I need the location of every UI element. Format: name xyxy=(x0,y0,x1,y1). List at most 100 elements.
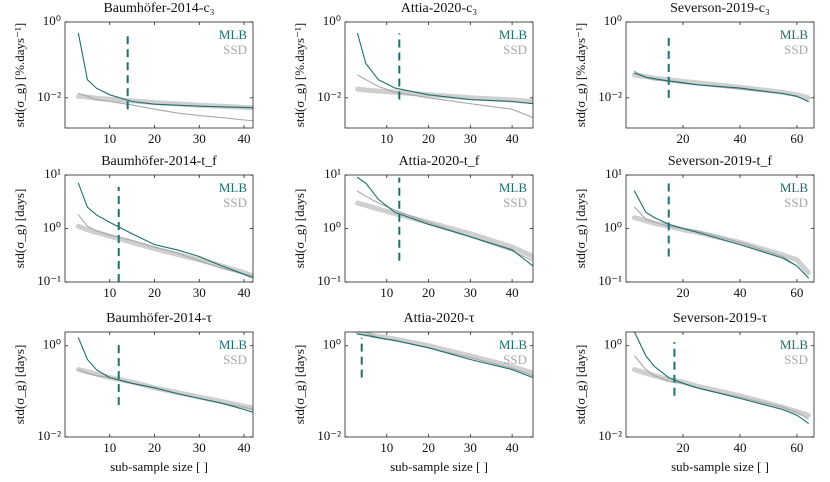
legend-entry: SSD xyxy=(503,352,527,367)
legend-entry: MLB xyxy=(499,27,528,42)
series-line xyxy=(356,190,533,262)
x-tick-label: 40 xyxy=(733,440,746,455)
fit-band xyxy=(355,86,533,104)
panel-title: Severson-2019-τ xyxy=(673,311,768,326)
plot-area xyxy=(75,182,253,282)
series-line xyxy=(633,72,809,103)
axes-box xyxy=(625,331,815,438)
x-tick-label: 30 xyxy=(193,440,206,455)
plot-area xyxy=(75,337,253,413)
legend-entry: SSD xyxy=(503,195,527,210)
fit-band xyxy=(632,215,811,276)
y-axis-label: std(σ_g) [days] xyxy=(292,345,307,425)
plot-area xyxy=(75,32,253,122)
panel-title: Severson-2019-t_f xyxy=(668,154,773,169)
x-tick-label: 40 xyxy=(506,440,519,455)
y-tick-label: 10⁰ xyxy=(604,13,622,28)
x-tick-label: 30 xyxy=(464,131,477,146)
legend-entry: MLB xyxy=(780,337,809,352)
x-tick-label: 60 xyxy=(790,440,803,455)
x-tick-label: 10 xyxy=(103,131,116,146)
x-axis-label: sub-sample size [ ] xyxy=(671,459,769,474)
y-axis-label: std(σ_g) [days] xyxy=(12,345,27,425)
series-line xyxy=(356,176,533,267)
y-tick-label: 10⁻¹ xyxy=(317,273,341,288)
plot-area xyxy=(632,332,811,424)
legend-entry: SSD xyxy=(223,195,247,210)
y-tick-label: 10⁰ xyxy=(323,13,341,28)
panel-title: Baumhöfer-2014-c₃ xyxy=(103,1,214,16)
x-tick-label: 20 xyxy=(148,131,161,146)
plot-area xyxy=(355,32,533,119)
x-tick-label: 40 xyxy=(733,131,746,146)
x-tick-label: 30 xyxy=(193,285,206,300)
y-tick-label: 10⁻¹ xyxy=(598,273,622,288)
panel-title: Attia-2020-c₃ xyxy=(401,1,478,16)
x-axis-label: sub-sample size [ ] xyxy=(110,459,208,474)
legend-entry: MLB xyxy=(219,337,248,352)
y-tick-label: 10⁻² xyxy=(598,89,622,104)
y-tick-label: 10⁻¹ xyxy=(37,273,61,288)
x-tick-label: 60 xyxy=(790,285,803,300)
x-tick-label: 20 xyxy=(422,285,435,300)
panel-title: Baumhöfer-2014-τ xyxy=(106,311,212,326)
panel-title: Attia-2020-t_f xyxy=(399,154,480,169)
legend-entry: MLB xyxy=(780,180,809,195)
legend-entry: MLB xyxy=(219,180,248,195)
legend-entry: SSD xyxy=(503,42,527,57)
y-tick-label: 10⁻² xyxy=(317,428,341,443)
series-line xyxy=(633,206,809,279)
series-line xyxy=(77,182,253,279)
y-tick-label: 10⁻² xyxy=(37,89,61,104)
y-tick-label: 10⁻² xyxy=(37,428,61,443)
fit-band xyxy=(355,332,533,376)
series-line xyxy=(356,333,533,379)
series-line xyxy=(77,32,253,109)
y-tick-label: 10¹ xyxy=(324,166,341,181)
x-tick-label: 30 xyxy=(464,440,477,455)
plot-area xyxy=(632,183,811,279)
x-axis-label: sub-sample size [ ] xyxy=(390,459,488,474)
y-tick-label: 10¹ xyxy=(44,166,61,181)
y-axis-label: std(σ_g) [%.days⁻¹] xyxy=(573,23,588,127)
legend-entry: MLB xyxy=(219,27,248,42)
y-tick-label: 10⁰ xyxy=(323,219,341,234)
y-axis-label: std(σ_g) [days] xyxy=(573,189,588,269)
axes-box xyxy=(344,21,534,129)
y-tick-label: 10⁻² xyxy=(598,428,622,443)
y-tick-label: 10⁰ xyxy=(43,219,61,234)
series-line xyxy=(633,332,809,424)
x-tick-label: 40 xyxy=(506,285,519,300)
y-axis-label: std(σ_g) [%.days⁻¹] xyxy=(292,23,307,127)
panel-title: Attia-2020-τ xyxy=(404,311,475,326)
axes-box xyxy=(64,21,254,129)
y-tick-label: 10⁰ xyxy=(43,13,61,28)
y-tick-label: 10⁰ xyxy=(604,219,622,234)
y-axis-label: std(σ_g) [days] xyxy=(12,189,27,269)
x-tick-label: 20 xyxy=(148,440,161,455)
x-tick-label: 40 xyxy=(733,285,746,300)
fit-band xyxy=(632,367,811,418)
series-line xyxy=(77,214,253,277)
x-tick-label: 20 xyxy=(422,131,435,146)
x-tick-label: 30 xyxy=(464,285,477,300)
x-tick-label: 20 xyxy=(676,440,689,455)
series-line xyxy=(633,190,809,279)
x-tick-label: 10 xyxy=(380,285,393,300)
series-line xyxy=(356,32,533,105)
legend-entry: SSD xyxy=(223,42,247,57)
plot-area xyxy=(632,33,811,103)
legend-entry: MLB xyxy=(499,337,528,352)
panel-title: Baumhöfer-2014-t_f xyxy=(101,154,217,169)
y-axis-label: std(σ_g) [days] xyxy=(292,189,307,269)
plot-area xyxy=(355,332,533,379)
series-line xyxy=(356,74,533,119)
x-tick-label: 40 xyxy=(238,285,251,300)
fit-band xyxy=(75,367,253,411)
plot-area xyxy=(355,176,533,267)
axes-box xyxy=(625,21,815,129)
legend-entry: SSD xyxy=(223,352,247,367)
panel-title: Severson-2019-c₃ xyxy=(670,1,770,16)
y-tick-label: 10⁰ xyxy=(604,337,622,352)
